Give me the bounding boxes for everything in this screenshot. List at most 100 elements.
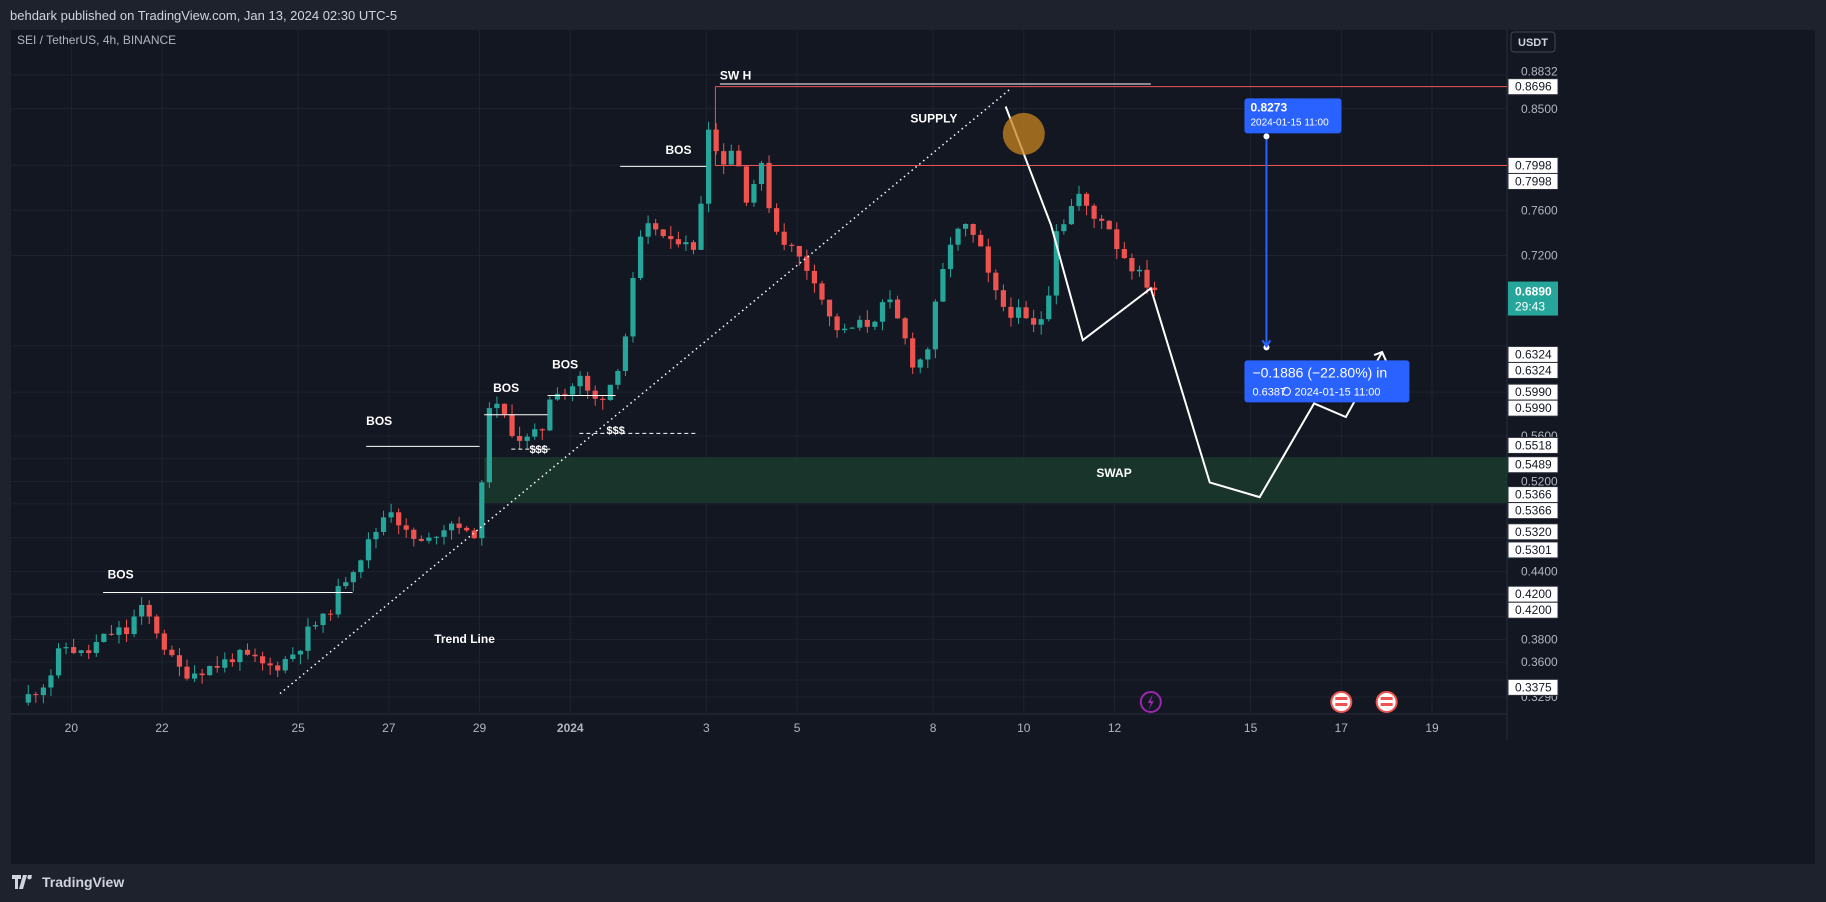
candle-up[interactable] — [630, 278, 636, 337]
candle-down[interactable] — [675, 239, 681, 245]
candle-down[interactable] — [910, 338, 916, 368]
candle-down[interactable] — [789, 244, 795, 246]
candle-down[interactable] — [403, 525, 409, 530]
candle-up[interactable] — [63, 647, 69, 649]
candle-down[interactable] — [1083, 193, 1090, 206]
candle-down[interactable] — [123, 627, 130, 635]
candle-down[interactable] — [713, 129, 719, 152]
annotation-label[interactable]: SWAP — [1096, 466, 1131, 480]
candle-up[interactable] — [479, 482, 485, 539]
candle-up[interactable] — [237, 649, 243, 663]
candle-down[interactable] — [811, 270, 818, 284]
candle-up[interactable] — [441, 530, 447, 537]
annotation-label[interactable]: $$$ — [529, 444, 547, 456]
candle-up[interactable] — [290, 654, 296, 660]
candle-down[interactable] — [418, 538, 424, 541]
candle-up[interactable] — [1053, 231, 1059, 296]
candle-up[interactable] — [1068, 206, 1075, 225]
projection-path[interactable] — [1004, 106, 1383, 499]
candle-up[interactable] — [947, 244, 954, 270]
price-marker-label[interactable] — [1507, 361, 1559, 379]
annotation-label[interactable]: Trend Line — [434, 632, 495, 646]
candle-down[interactable] — [184, 666, 190, 679]
candle-down[interactable] — [834, 316, 840, 331]
candle-down[interactable] — [328, 613, 334, 615]
candle-up[interactable] — [751, 184, 757, 203]
candle-down[interactable] — [86, 650, 92, 654]
candle-up[interactable] — [222, 659, 228, 668]
candle-up[interactable] — [705, 129, 712, 204]
candle-down[interactable] — [864, 319, 870, 327]
candle-up[interactable] — [40, 687, 46, 696]
candle-down[interactable] — [1091, 205, 1097, 219]
candle-up[interactable] — [426, 537, 432, 541]
candle-down[interactable] — [260, 656, 266, 664]
candle-up[interactable] — [842, 328, 848, 331]
candle-up[interactable] — [448, 523, 455, 531]
candles[interactable] — [25, 121, 1158, 706]
highlight-circle[interactable] — [1002, 112, 1045, 155]
candle-down[interactable] — [690, 242, 697, 250]
candle-up[interactable] — [955, 228, 961, 245]
candle-down[interactable] — [1031, 318, 1037, 325]
event-us-flag-icon[interactable] — [1330, 691, 1353, 713]
candle-up[interactable] — [320, 613, 326, 626]
candle-up[interactable] — [887, 299, 893, 303]
candle-down[interactable] — [244, 649, 251, 655]
candle-down[interactable] — [668, 236, 674, 240]
candle-up[interactable] — [207, 665, 213, 676]
candle-down[interactable] — [396, 512, 402, 526]
candle-down[interactable] — [736, 150, 742, 167]
candle-down[interactable] — [660, 229, 666, 237]
candle-up[interactable] — [305, 626, 311, 651]
candle-down[interactable] — [970, 224, 976, 235]
currency-button[interactable] — [1510, 31, 1556, 53]
price-marker-label[interactable] — [1507, 78, 1559, 96]
candle-up[interactable] — [615, 370, 621, 385]
candle-down[interactable] — [819, 283, 825, 300]
candle-up[interactable] — [494, 403, 500, 409]
candle-up[interactable] — [55, 648, 62, 676]
candle-up[interactable] — [1061, 224, 1067, 232]
candle-down[interactable] — [592, 390, 598, 399]
candle-down[interactable] — [108, 633, 115, 635]
candle-up[interactable] — [925, 349, 931, 360]
candle-up[interactable] — [78, 650, 84, 654]
event-us-flag-icon[interactable] — [1375, 691, 1398, 713]
chart-area[interactable]: 0.8273 2024-01-15 11:00 −0.1886 (−22.80%) … — [11, 30, 1815, 864]
candle-up[interactable] — [297, 650, 303, 655]
candle-up[interactable] — [1046, 295, 1052, 320]
candle-up[interactable] — [365, 539, 372, 561]
candle-up[interactable] — [940, 269, 946, 302]
candle-up[interactable] — [728, 150, 734, 165]
candle-down[interactable] — [1099, 218, 1105, 221]
candle-down[interactable] — [894, 299, 901, 319]
candle-down[interactable] — [781, 231, 787, 245]
candle-down[interactable] — [1114, 229, 1120, 250]
candle-down[interactable] — [1008, 306, 1014, 318]
candle-down[interactable] — [804, 256, 810, 271]
candle-down[interactable] — [1000, 290, 1006, 307]
candle-up[interactable] — [116, 627, 122, 635]
candle-up[interactable] — [963, 224, 969, 229]
candle-down[interactable] — [464, 527, 470, 531]
measure-result-box[interactable] — [1244, 360, 1410, 403]
candle-down[interactable] — [33, 694, 39, 696]
annotation-label[interactable]: BOS — [108, 567, 134, 581]
candle-down[interactable] — [539, 429, 545, 431]
price-chart[interactable]: 0.8273 2024-01-15 11:00 −0.1886 (−22.80%) … — [11, 30, 1815, 864]
candle-up[interactable] — [1015, 307, 1022, 318]
candle-down[interactable] — [161, 633, 167, 650]
candle-down[interactable] — [600, 398, 606, 400]
swap-zone[interactable] — [484, 457, 1507, 503]
candle-up[interactable] — [554, 393, 561, 400]
price-marker-label[interactable] — [1507, 456, 1559, 474]
price-marker-label[interactable] — [1507, 436, 1559, 454]
candle-down[interactable] — [471, 530, 477, 539]
candle-up[interactable] — [373, 531, 379, 540]
price-marker-label[interactable] — [1507, 523, 1559, 541]
candle-up[interactable] — [879, 302, 886, 322]
candle-up[interactable] — [849, 327, 855, 329]
candle-up[interactable] — [358, 560, 364, 573]
candle-down[interactable] — [517, 435, 523, 441]
